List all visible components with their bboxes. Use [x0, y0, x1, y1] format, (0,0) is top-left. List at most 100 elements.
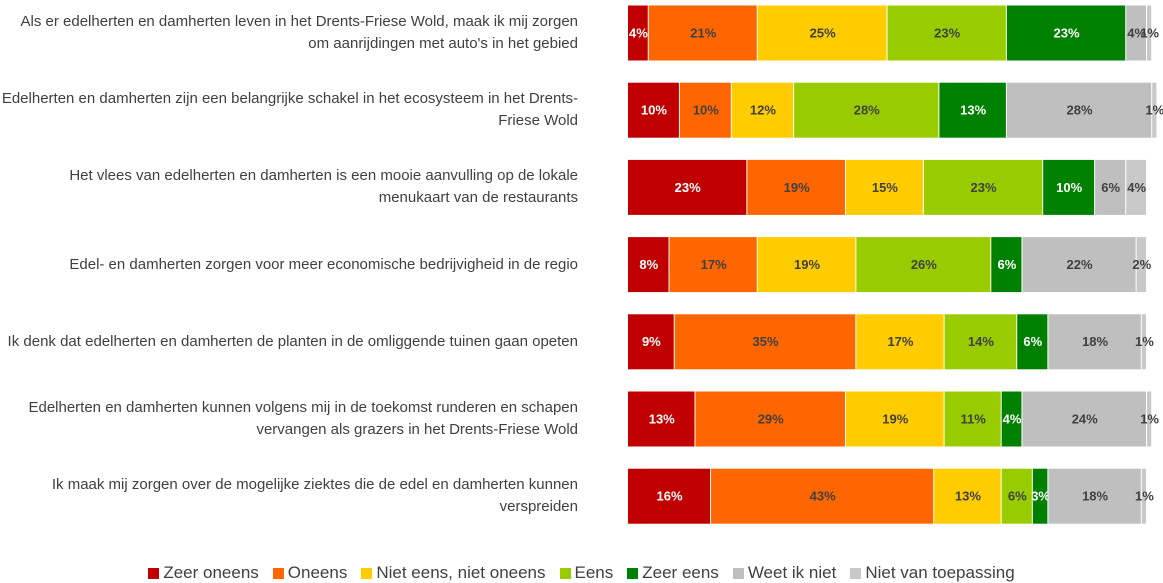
legend-item: Eens	[559, 563, 614, 583]
legend-label: Oneens	[287, 563, 348, 582]
value-label: 9%	[642, 334, 661, 349]
category-label: Edelherten en damherten kunnen volgens m…	[28, 399, 578, 438]
legend-item: Niet eens, niet oneens	[361, 563, 546, 583]
bar-segment	[628, 314, 674, 370]
legend-swatch	[559, 567, 571, 579]
value-label: 6%	[997, 257, 1016, 272]
bar-segment	[747, 159, 845, 215]
value-label: 16%	[657, 489, 683, 504]
value-label: 6%	[1023, 334, 1042, 349]
value-label: 4%	[1127, 25, 1146, 40]
legend-label: Zeer eens	[642, 563, 719, 582]
value-label: 3%	[1031, 489, 1050, 504]
value-label: 6%	[1101, 180, 1120, 195]
category-label: Als er edelherten en damherten leven in …	[20, 13, 578, 52]
value-label: 22%	[1067, 257, 1093, 272]
bar-segment	[1048, 314, 1141, 370]
bar-segment	[757, 5, 887, 61]
bar-segment	[887, 5, 1006, 61]
bar-segment	[944, 391, 1001, 447]
value-label: 26%	[911, 257, 937, 272]
value-label: 1%	[1135, 489, 1154, 504]
legend-label: Eens	[574, 563, 614, 582]
bar-segment	[1022, 391, 1146, 447]
value-label: 4%	[629, 25, 648, 40]
category-label: Ik denk dat edelherten en damherten de p…	[7, 332, 578, 350]
legend-swatch	[850, 567, 862, 579]
value-label: 14%	[968, 334, 994, 349]
value-label: 43%	[810, 489, 836, 504]
bar-segment	[674, 314, 856, 370]
bar-segment	[1022, 237, 1136, 293]
bar-segment	[856, 237, 991, 293]
value-label: 23%	[934, 25, 960, 40]
legend-swatch	[627, 567, 639, 579]
value-label: 2%	[1132, 257, 1151, 272]
legend-label: Weet ik niet	[747, 563, 837, 582]
bar-segment	[1048, 468, 1141, 524]
bar-segment	[628, 237, 669, 293]
value-label: 10%	[693, 103, 719, 118]
legend-item: Zeer oneens	[148, 563, 259, 583]
bar-segment	[845, 159, 923, 215]
category-label: Edelherten en damherten zijn een belangr…	[1, 90, 578, 130]
bar-segment	[731, 82, 794, 138]
bar-segment	[679, 82, 731, 138]
category-label: Edel- en damherten zorgen voor meer econ…	[69, 255, 578, 273]
value-label: 10%	[641, 103, 667, 118]
bar-segment	[1147, 391, 1152, 447]
value-label: 17%	[887, 334, 913, 349]
value-label: 8%	[639, 257, 658, 272]
bar-segment	[923, 159, 1043, 215]
value-label: 1%	[1140, 411, 1159, 426]
legend-swatch	[361, 567, 373, 579]
bar-segment	[628, 159, 747, 215]
category-label: Ik maak mij zorgen over de mogelijke zie…	[51, 476, 578, 516]
bar-segment	[794, 82, 939, 138]
legend: Zeer oneens Oneens Niet eens, niet oneens E…	[0, 563, 1163, 583]
value-label: 19%	[882, 411, 908, 426]
legend-item: Zeer eens	[627, 563, 719, 583]
value-label: 19%	[784, 180, 810, 195]
legend-label: Niet van toepassing	[865, 563, 1015, 582]
value-label: 13%	[649, 411, 675, 426]
bar-segment	[1006, 5, 1126, 61]
value-label: 4%	[1003, 411, 1022, 426]
value-label: 18%	[1082, 489, 1108, 504]
value-label: 23%	[970, 180, 996, 195]
bar-segment	[1017, 314, 1048, 370]
value-label: 13%	[960, 103, 986, 118]
value-label: 1%	[1135, 334, 1154, 349]
value-label: 28%	[1067, 103, 1093, 118]
bar-segment	[1126, 159, 1146, 215]
bar-segment	[1001, 468, 1032, 524]
value-label: 4%	[1127, 180, 1146, 195]
bar-segment	[1001, 391, 1022, 447]
value-label: 12%	[750, 103, 776, 118]
bar-segment	[1141, 314, 1146, 370]
bar-segment	[1043, 159, 1095, 215]
bar-segment	[695, 391, 845, 447]
bar-segment	[944, 314, 1017, 370]
bar-segment	[1136, 237, 1146, 293]
legend-item: Oneens	[272, 563, 348, 583]
value-label: 23%	[675, 180, 701, 195]
value-label: 29%	[758, 411, 784, 426]
bar-segment	[856, 314, 944, 370]
category-label: Het vlees van edelherten en damherten is…	[69, 167, 578, 207]
value-label: 18%	[1082, 334, 1108, 349]
bar-segment	[648, 5, 757, 61]
bar-segment	[628, 82, 679, 138]
value-label: 11%	[960, 411, 986, 426]
value-label: 23%	[1054, 25, 1080, 40]
value-label: 21%	[690, 25, 716, 40]
value-label: 19%	[794, 257, 820, 272]
bar-segment	[628, 468, 711, 524]
bar-segment	[1147, 5, 1152, 61]
legend-item: Weet ik niet	[732, 563, 837, 583]
value-label: 10%	[1056, 180, 1082, 195]
value-label: 28%	[854, 103, 880, 118]
bar-segment	[628, 5, 648, 61]
